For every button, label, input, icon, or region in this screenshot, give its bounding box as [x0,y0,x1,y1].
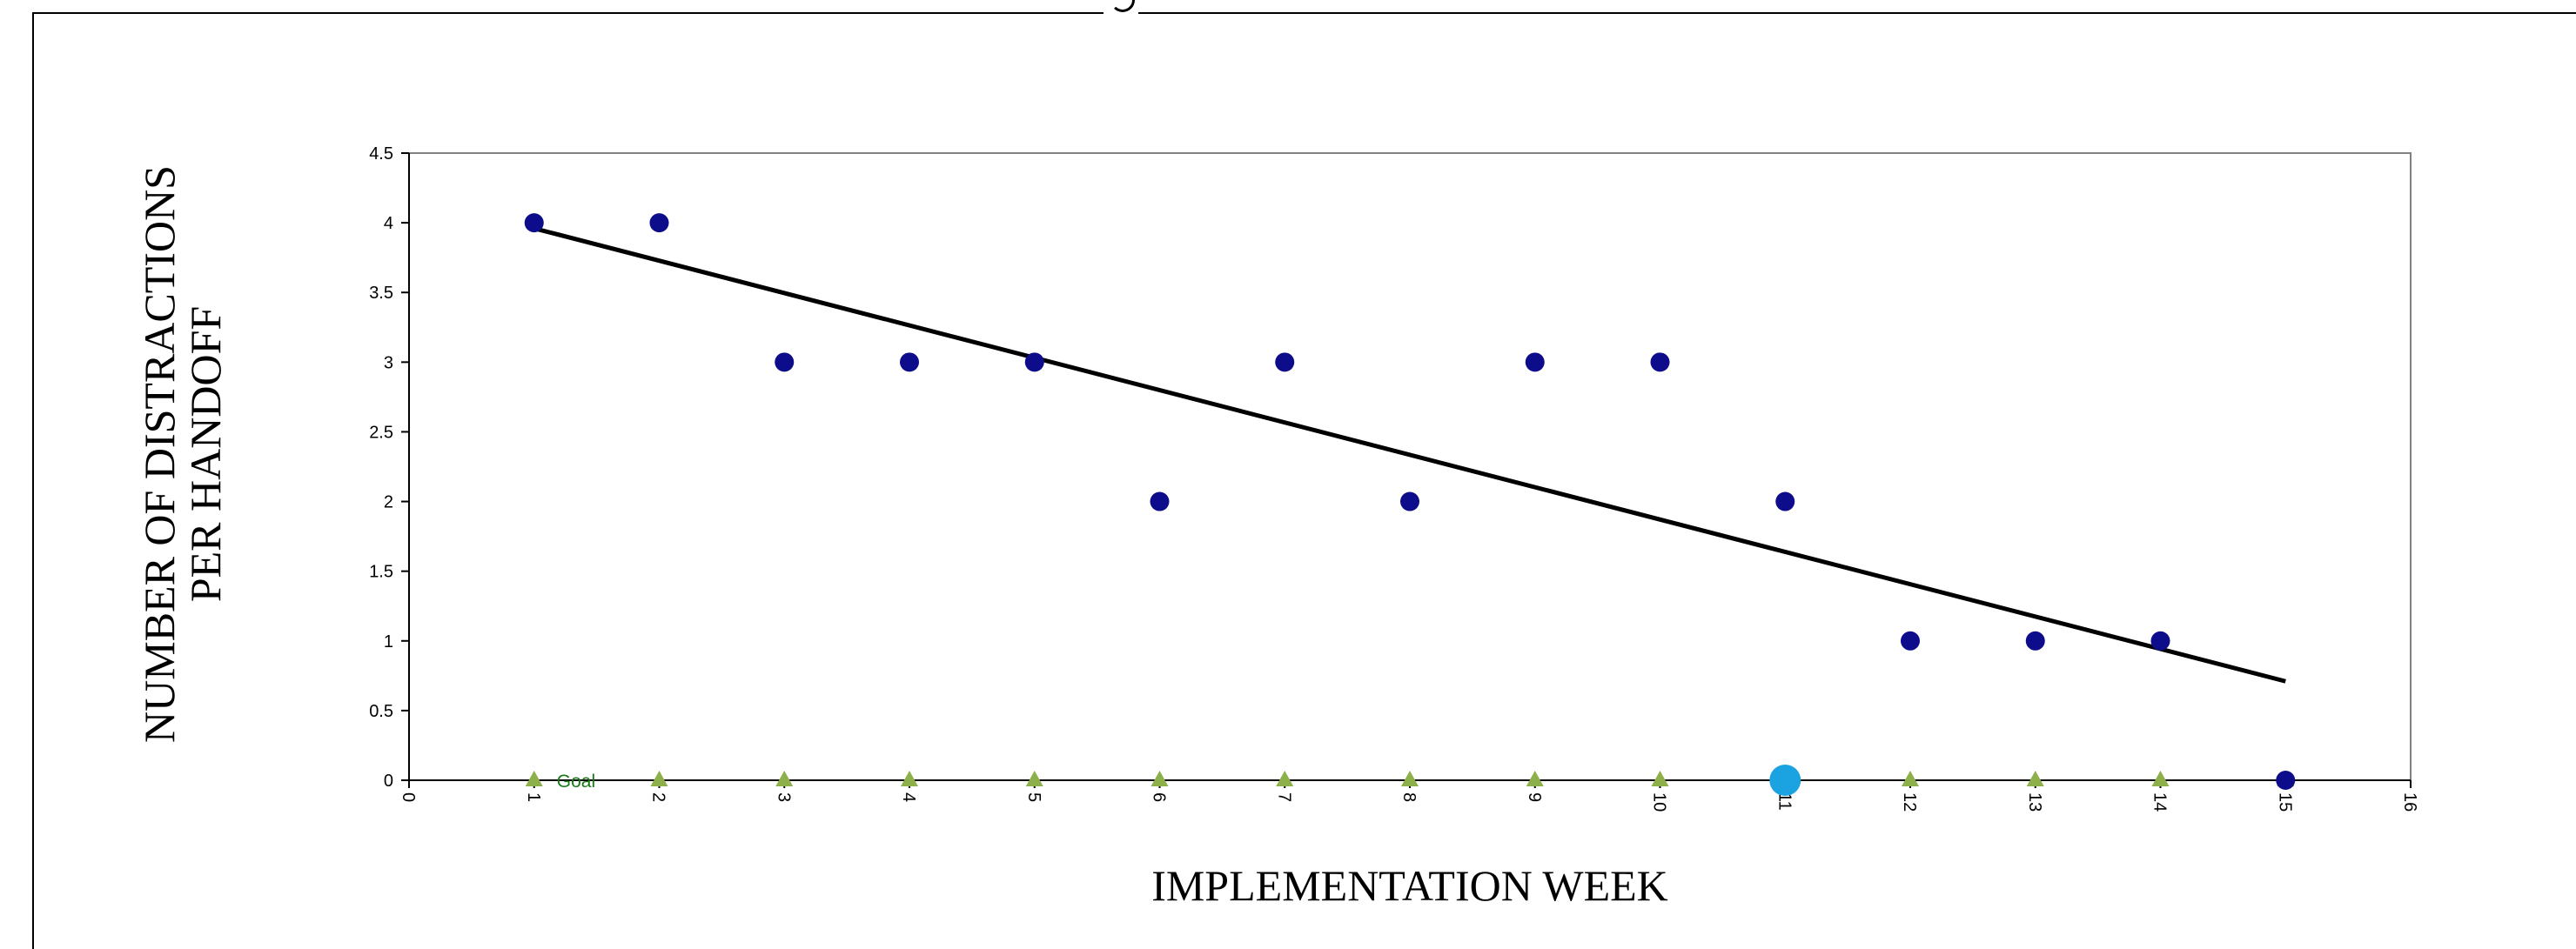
x-tick-label-6: 6 [1150,792,1169,802]
x-tick-label-9: 9 [1525,792,1544,802]
x-tick-label-16: 16 [2400,792,2419,812]
y-tick-label-3: 1.5 [369,563,393,582]
x-tick-label-15: 15 [2275,792,2294,812]
x-tick-label-0: 0 [399,792,418,802]
y-tick-label-4: 2 [384,493,393,512]
goal-point-8 [1526,771,1544,786]
goal-point-7 [1401,771,1419,786]
y-tick-label-6: 3 [384,353,393,372]
x-tick-label-5: 5 [1024,792,1043,802]
data-point-14 [2276,771,2296,790]
y-tick-label-7: 3.5 [369,284,393,303]
x-tick-label-14: 14 [2150,792,2170,812]
goal-point-6 [1276,771,1294,786]
goal-point-2 [775,771,794,786]
y-axis-title-line2: PER HANDOFF [181,306,230,602]
x-tick-label-4: 4 [899,792,918,802]
x-tick-label-12: 12 [1900,792,1919,812]
data-point-0 [524,213,544,233]
data-point-8 [1525,352,1545,372]
x-tick-label-13: 13 [2025,792,2044,812]
x-tick-label-10: 10 [1650,792,1669,812]
goal-point-0 [525,771,543,786]
x-tick-label-11: 11 [1774,792,1794,811]
y-tick-label-8: 4 [384,214,393,233]
data-point-3 [900,352,919,372]
data-point-10 [1775,491,1795,511]
goal-point-5 [1150,771,1169,786]
y-axis-ticks: 0 0.5 1 1.5 2 2.5 3 3.5 4 4.5 [369,144,409,791]
data-series [524,213,2296,796]
trendline [533,226,2286,684]
y-tick-label-0: 0 [384,772,393,791]
goal-point-9 [1651,771,1669,786]
data-point-13 [2150,631,2170,651]
goal-point-11 [1902,771,1919,786]
data-point-11 [1901,631,1920,651]
data-point-5 [1150,491,1170,511]
x-tick-label-8: 8 [1399,792,1419,802]
goal-point-13 [2151,771,2170,786]
plot-area [408,152,2412,781]
x-axis-title: IMPLEMENTATION WEEK [1151,861,1668,910]
goal-point-4 [1025,771,1043,786]
data-point-2 [775,352,795,372]
goal-point-3 [901,771,918,786]
highlight-point [1769,765,1801,796]
y-axis-title-line1: NUMBER OF DISTRACTIONS [135,165,184,743]
goal-point-12 [2026,771,2044,786]
goal-label: Goal [557,772,595,792]
data-point-4 [1024,352,1044,372]
x-tick-label-1: 1 [524,792,543,802]
data-point-7 [1400,491,1419,511]
data-point-6 [1275,352,1295,372]
y-tick-label-1: 0.5 [369,702,393,721]
x-tick-label-7: 7 [1274,792,1293,802]
x-tick-label-3: 3 [774,792,793,802]
y-tick-label-9: 4.5 [369,144,393,164]
data-point-1 [649,213,669,233]
chart-frame [32,12,2576,949]
y-tick-label-2: 1 [384,632,393,652]
x-tick-label-2: 2 [649,792,668,802]
data-point-12 [2025,631,2045,651]
y-tick-label-5: 2.5 [369,423,393,442]
data-point-9 [1650,352,1670,372]
chart-title-fragment [1104,0,1138,14]
goal-point-1 [650,771,668,786]
